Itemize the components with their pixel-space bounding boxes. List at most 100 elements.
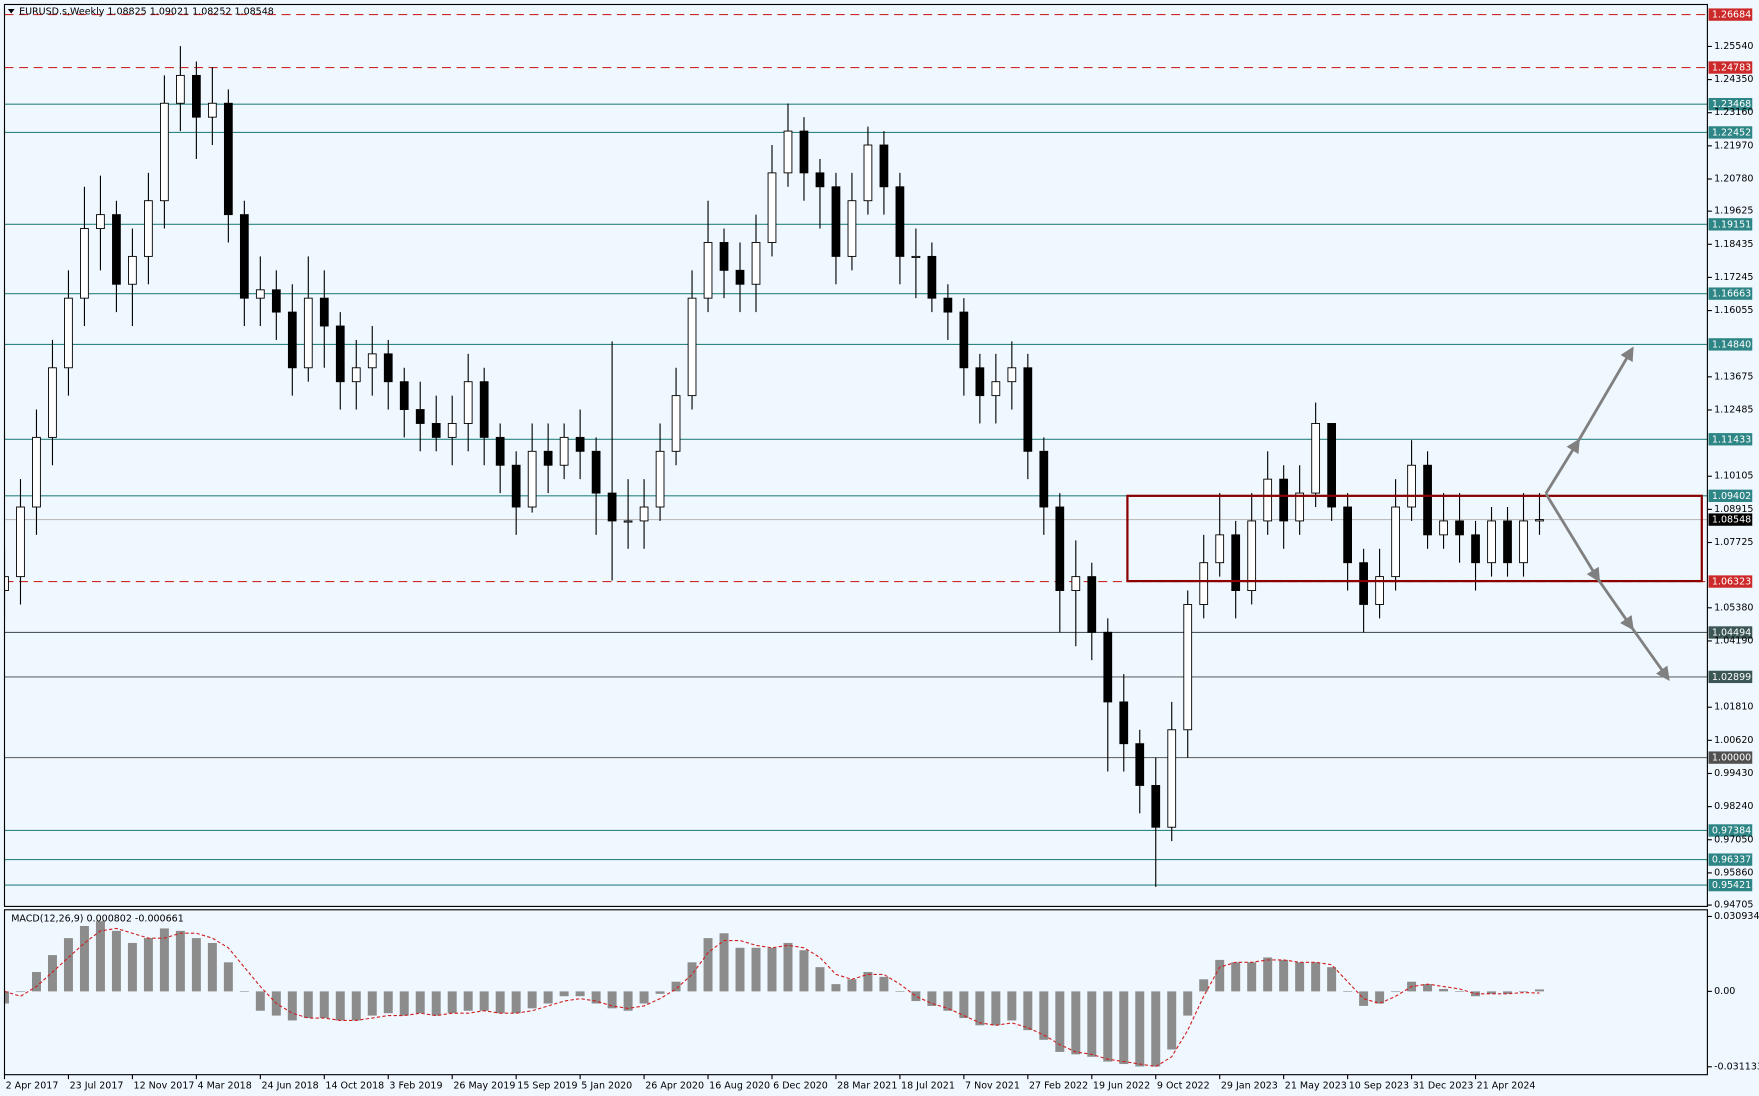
y-tick-label: 1.07725 [1714, 537, 1753, 548]
candle-body [687, 297, 697, 397]
y-tick-label: 1.00620 [1714, 735, 1753, 746]
macd-bar [239, 991, 249, 992]
candle-body [1199, 562, 1209, 605]
candle-body [543, 450, 553, 466]
macd-bar [1311, 962, 1321, 992]
x-tick-label: 18 Jul 2021 [901, 1080, 955, 1091]
x-tick-label: 2 Apr 2017 [6, 1080, 59, 1091]
x-tick-label: 10 Sep 2023 [1349, 1080, 1409, 1091]
macd-bar [1039, 991, 1049, 1040]
candle-body [991, 381, 1001, 397]
macd-bar [1535, 989, 1544, 992]
candle-body [367, 353, 377, 369]
candle-body [1039, 450, 1049, 508]
level-label: 1.06323 [1712, 577, 1751, 588]
y-tick-label: 0.94705 [1714, 900, 1753, 911]
macd-bar [207, 942, 217, 992]
macd-bar [671, 981, 681, 992]
macd-bar [591, 991, 601, 1004]
candle-body [1087, 576, 1097, 633]
candle-body [655, 450, 665, 508]
candle-body [271, 289, 281, 313]
candle-body [64, 297, 73, 369]
x-tick-label: 6 Dec 2020 [773, 1080, 828, 1091]
level-label-box [1708, 878, 1753, 892]
macd-bar [79, 926, 89, 992]
macd-bar [1375, 991, 1385, 1004]
macd-bar [1151, 991, 1161, 1067]
level-label: 1.14840 [1712, 339, 1751, 350]
candle-body [575, 436, 585, 452]
signal-line [4, 927, 1540, 1068]
macd-bar [703, 938, 713, 992]
level-label: 0.97384 [1712, 826, 1751, 837]
candle-body [943, 297, 953, 313]
candle-body [1375, 576, 1384, 605]
macd-bar [31, 972, 41, 992]
macd-bar [335, 991, 345, 1021]
candle-body [1391, 506, 1400, 578]
candle-body [847, 200, 857, 257]
macd-bar [47, 955, 57, 992]
candle-body [1343, 506, 1352, 564]
candle-body [767, 172, 777, 243]
level-label: 1.11433 [1712, 434, 1751, 445]
y-tick-label: 0.00 [1714, 986, 1735, 997]
candle-body [112, 214, 121, 285]
macd-bar [1423, 984, 1433, 992]
macd-bar [991, 991, 1001, 1026]
macd-bar [623, 991, 633, 1011]
level-label: 1.19151 [1712, 219, 1751, 230]
candle-body [1279, 478, 1289, 522]
level-label: 1.00000 [1712, 753, 1751, 764]
level-label: 0.95421 [1712, 880, 1751, 891]
candle-body [815, 172, 825, 188]
candle-body [495, 436, 505, 466]
candle-body [255, 289, 265, 299]
y-tick-label: 1.17245 [1714, 272, 1753, 283]
candle-body [1359, 562, 1368, 605]
x-tick-label: 14 Oct 2018 [325, 1080, 384, 1091]
candle-body [1455, 520, 1464, 536]
macd-bar [1439, 988, 1449, 992]
macd-bar [1455, 991, 1465, 992]
x-tick-label: 26 Apr 2020 [645, 1080, 704, 1091]
y-tick-label: 1.10105 [1714, 471, 1753, 482]
y-tick-label: 1.20780 [1714, 173, 1753, 184]
macd-bar [655, 991, 665, 994]
candle-body [559, 436, 569, 466]
candle-body [1295, 492, 1305, 522]
candle-body [751, 242, 761, 285]
candle-body [415, 409, 425, 424]
y-tick-label: 1.23160 [1714, 107, 1753, 118]
macd-bar [607, 991, 617, 1009]
x-tick-label: 15 Sep 2019 [517, 1080, 577, 1091]
macd-bar [1135, 991, 1145, 1067]
x-tick-label: 24 Jun 2018 [261, 1080, 318, 1091]
macd-bar [751, 947, 761, 992]
candle-body [4, 576, 9, 591]
macd-bar [831, 984, 841, 992]
macd-bar [1519, 991, 1528, 992]
candle-body [831, 186, 841, 257]
candle-body [176, 74, 185, 104]
y-tick-label: 1.13675 [1714, 371, 1753, 382]
candle-body [383, 353, 393, 383]
y-tick-label: 1.04190 [1714, 635, 1753, 646]
level-label-box [1708, 824, 1753, 837]
macd-bar [959, 991, 969, 1019]
x-tick-label: 16 Aug 2020 [709, 1080, 770, 1091]
candle-body [1167, 729, 1177, 828]
y-tick-label: 1.18435 [1714, 239, 1753, 250]
candle-body [287, 311, 297, 369]
level-label: 1.08548 [1712, 515, 1751, 526]
candle-body [703, 242, 713, 299]
macd-bar [431, 991, 441, 1016]
level-label-box [1708, 513, 1753, 526]
candle-body [1487, 520, 1496, 564]
candle-body [975, 367, 985, 397]
macd-bar [575, 991, 585, 997]
